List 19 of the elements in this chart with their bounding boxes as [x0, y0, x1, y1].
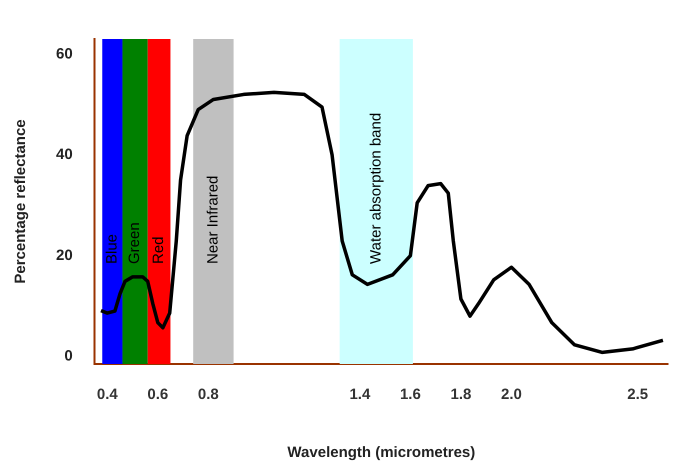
- band-label: Near Infrared: [204, 176, 222, 264]
- band-label: Water absorption band: [367, 112, 384, 264]
- x-tick-label: 2.5: [627, 386, 648, 404]
- y-tick-label: 0: [64, 348, 73, 365]
- band-label: Green: [126, 222, 144, 264]
- x-tick-label: 1.6: [400, 386, 421, 404]
- band-label: Red: [150, 236, 168, 264]
- x-tick-label: 1.4: [349, 386, 371, 404]
- x-tick-label: 0.8: [198, 386, 219, 404]
- y-tick-label: 60: [56, 45, 73, 62]
- y-tick-label: 20: [56, 246, 73, 264]
- y-tick-label: 40: [56, 146, 73, 164]
- x-tick-label: 1.8: [450, 386, 472, 404]
- y-axis-title: Percentage reflectance: [12, 119, 30, 284]
- x-tick-label: 0.4: [96, 386, 118, 404]
- x-tick-label: 2.0: [500, 386, 522, 404]
- x-tick-label: 0.6: [147, 386, 168, 404]
- x-axis-title: Wavelength (micrometres): [287, 444, 476, 462]
- band-label: Blue: [104, 234, 121, 264]
